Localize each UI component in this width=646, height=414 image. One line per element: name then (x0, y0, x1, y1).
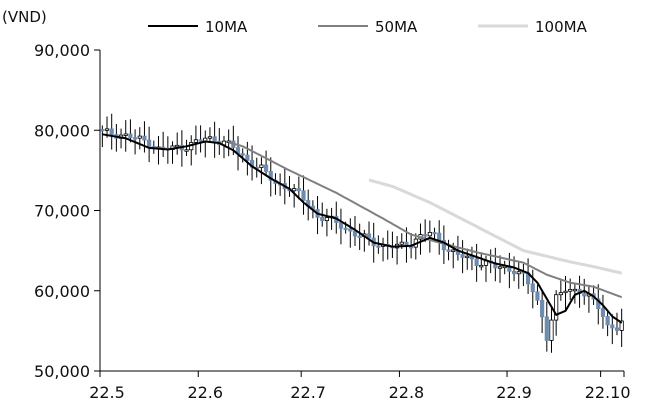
candle-body-up (549, 319, 554, 341)
candle-body-up (259, 164, 264, 168)
candle-body-down (423, 234, 428, 237)
candle-body-up (184, 149, 189, 152)
candle-body-down (268, 171, 273, 181)
candle-body-down (600, 308, 606, 317)
candle-body-down (142, 135, 147, 141)
x-tick-label: 22.7 (290, 383, 326, 402)
candle-body-down (535, 291, 540, 301)
candle-body-down (366, 233, 372, 239)
axes: 50,000 60,000 70,000 80,000 90,000 22.5 22.6 22… (34, 41, 630, 402)
candle-body-down (100, 129, 105, 132)
candle-body-down (212, 136, 217, 142)
ma50-line (228, 141, 623, 299)
candle-body-down (446, 249, 451, 252)
y-axis-unit-label: (VND) (2, 8, 47, 26)
candle-body-up (516, 271, 521, 275)
x-tick-label: 22.8 (389, 383, 425, 402)
candle-body-up (572, 288, 577, 292)
candle-body-down (432, 232, 437, 235)
candle-body-down (544, 316, 549, 341)
legend-label: 100MA (535, 18, 588, 36)
candle-body-down (264, 164, 269, 172)
x-tick-label: 22.9 (496, 383, 532, 402)
candle-body-up (104, 128, 110, 131)
candle-body-down (296, 188, 301, 192)
candle-body-up (558, 292, 563, 296)
candle-body-down (540, 299, 545, 318)
candle-body-up (554, 294, 559, 321)
candle-body-up (497, 266, 503, 269)
candle-body-down (582, 293, 587, 297)
legend-label: 10MA (205, 18, 248, 36)
candle-body-down (128, 133, 133, 139)
candle-body-up (451, 249, 456, 252)
x-tick-label: 22.6 (187, 383, 223, 402)
y-tick-label: 90,000 (34, 41, 90, 60)
candle-body-down (348, 228, 353, 232)
candle-body-down (198, 139, 203, 142)
y-tick-label: 60,000 (34, 282, 90, 301)
x-tick-label: 22.10 (585, 383, 631, 402)
candle-body-up (619, 320, 624, 331)
y-tick-label: 50,000 (34, 362, 90, 381)
candle-body-up (292, 188, 297, 192)
candles (100, 113, 624, 353)
legend: 10MA 50MA 100MA (148, 18, 588, 36)
candle-body-down (357, 235, 362, 238)
candle-body-up (427, 232, 432, 237)
candle-body-down (614, 327, 620, 331)
moving-average-lines (102, 133, 623, 324)
candle-body-down (511, 270, 517, 275)
candle-body-up (568, 289, 573, 292)
candle-body-up (324, 217, 329, 222)
candle-body-down (596, 298, 601, 310)
candle-body-down (605, 316, 610, 326)
candle-body-up (479, 264, 484, 268)
candle-body-up (123, 133, 128, 136)
candle-body-up (399, 241, 404, 245)
x-tick-label: 22.5 (89, 383, 125, 402)
candle-body-up (137, 135, 142, 139)
ma10-line (102, 133, 623, 324)
legend-label: 50MA (375, 18, 418, 36)
candle-body-up (193, 139, 198, 143)
candle-body-down (240, 153, 245, 156)
candle-body-up (175, 144, 180, 148)
candle-body-down (133, 137, 138, 140)
candle-body-up (563, 290, 568, 294)
candle-body-down (320, 216, 325, 222)
candle-body-down (352, 230, 358, 237)
candle-body-down (474, 258, 479, 267)
candle-body-down (530, 283, 535, 293)
ma100-line (368, 178, 623, 275)
candle-body-down (147, 139, 152, 147)
candle-body-down (109, 128, 114, 135)
candle-body-up (207, 136, 213, 139)
candle-body-down (301, 190, 306, 201)
candle-body-down (437, 232, 442, 241)
y-tick-label: 70,000 (34, 202, 90, 221)
candle-body-down (376, 245, 381, 248)
candle-body-down (338, 222, 344, 229)
y-tick-label: 80,000 (34, 121, 90, 140)
candle-body-down (343, 227, 348, 231)
candle-body-down (610, 324, 615, 329)
candle-body-down (460, 254, 465, 258)
candle-body-down (245, 154, 250, 161)
candle-body-up (465, 255, 470, 259)
